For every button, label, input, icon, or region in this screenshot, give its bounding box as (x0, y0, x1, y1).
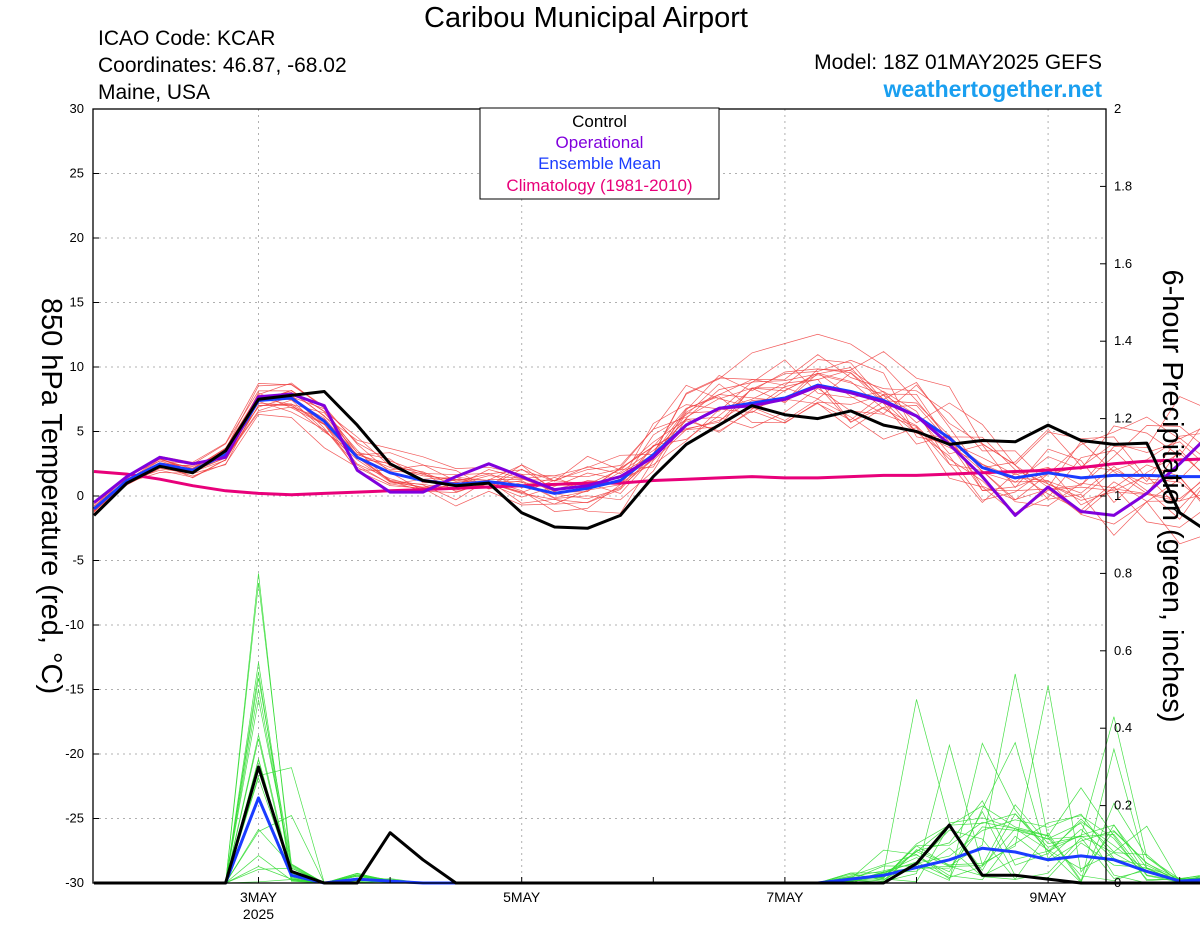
temp-member-line (93, 372, 1200, 505)
temp-member-line (93, 379, 1200, 505)
tick-label-left: 5 (77, 424, 84, 439)
temp-mean-line (93, 383, 1200, 511)
temp-member-line (93, 372, 1200, 514)
temp-member-line (93, 359, 1200, 512)
tick-label-left: -15 (65, 682, 84, 697)
precip-member-line (94, 738, 1200, 884)
temp-member-line (93, 359, 1200, 512)
y-axis-label-right: 6-hour Precipitation (green, inches) (1156, 270, 1188, 723)
tick-label-right: 1.6 (1114, 256, 1132, 271)
chart-title: Caribou Municipal Airport (424, 2, 748, 34)
tick-label-left: 30 (70, 101, 84, 116)
tick-label-right: 1.8 (1114, 178, 1132, 193)
temp-member-line (93, 390, 1200, 512)
legend: Control Operational Ensemble Mean Climat… (479, 107, 720, 200)
tick-label-left: 10 (70, 359, 84, 374)
site-link[interactable]: weathertogether.net (883, 76, 1102, 102)
tick-label-right: 0 (1114, 875, 1121, 890)
tick-label-left: 25 (70, 166, 84, 181)
precip-member-line (94, 800, 1200, 884)
precip-member-line (94, 573, 1200, 884)
tick-label-right: 0.4 (1114, 720, 1132, 735)
tick-label-left: -5 (72, 553, 84, 568)
legend-ensemble-mean: Ensemble Mean (538, 154, 661, 173)
tick-label-right: 0.6 (1114, 643, 1132, 658)
legend-climatology: Climatology (1981-2010) (506, 176, 692, 195)
precip-mean-line (94, 796, 1200, 885)
tick-label-right: 1 (1114, 488, 1121, 503)
legend-control: Control (572, 112, 627, 131)
region: Maine, USA (98, 81, 211, 104)
icao-code: ICAO Code: KCAR (98, 27, 276, 50)
tick-label-right: 0.8 (1114, 565, 1132, 580)
temp-member-line (93, 333, 1200, 545)
x-tick-label: 3MAY (240, 889, 278, 905)
tick-label-right: 2 (1114, 101, 1121, 116)
temp-member-line (93, 385, 1200, 514)
precip-control-line (94, 765, 1200, 885)
precip-member-line (94, 688, 1200, 884)
main-series (92, 383, 1200, 885)
precipitation-ensemble-members (94, 573, 1200, 884)
tick-label-left: -10 (65, 617, 84, 632)
tick-label-left: 15 (70, 295, 84, 310)
tick-label-left: -30 (65, 875, 84, 890)
temp-control-line (92, 390, 1200, 530)
y-axis-label-left: 850 hPa Temperature (red, °C) (35, 298, 67, 694)
x-year-label: 2025 (243, 906, 274, 922)
tick-label-right: 1.2 (1114, 411, 1132, 426)
x-tick-label: 9MAY (1030, 889, 1068, 905)
precip-member-line (94, 776, 1200, 884)
model-run: Model: 18Z 01MAY2025 GEFS (814, 51, 1102, 74)
tick-label-right: 0.2 (1114, 798, 1132, 813)
tick-label-left: -25 (65, 811, 84, 826)
temp-member-line (93, 383, 1200, 511)
temp-operational-line (93, 384, 1200, 517)
tick-label-left: 0 (77, 488, 84, 503)
coordinates: Coordinates: 46.87, -68.02 (98, 54, 347, 77)
temp-member-line (93, 367, 1200, 509)
tick-label-right: 1.4 (1114, 333, 1132, 348)
x-tick-label: 5MAY (503, 889, 541, 905)
legend-operational: Operational (556, 133, 644, 152)
precip-member-line (94, 685, 1200, 884)
tick-label-left: -20 (65, 746, 84, 761)
temp-climatology-line (93, 457, 1200, 497)
legend-box (479, 107, 720, 200)
precip-member-line (94, 583, 1200, 884)
tick-label-left: 20 (70, 230, 84, 245)
x-tick-label: 7MAY (766, 889, 804, 905)
axis-tick-labels: 302520151050-5-10-15-20-25-3021.81.61.41… (65, 101, 1181, 922)
